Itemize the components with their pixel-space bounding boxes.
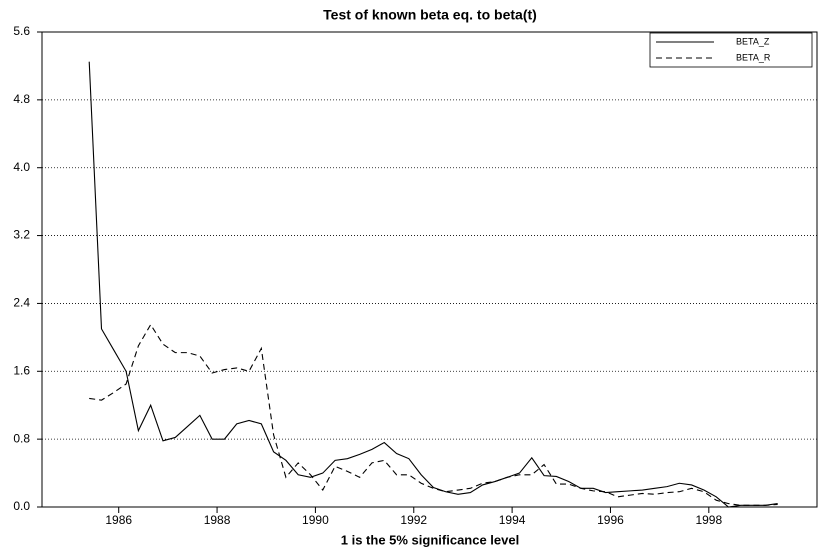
x-axis-label: 1 is the 5% significance level bbox=[341, 532, 519, 547]
y-tick-label: 4.0 bbox=[13, 160, 30, 174]
y-tick-label: 0.8 bbox=[13, 431, 30, 445]
x-tick-label: 1994 bbox=[499, 513, 526, 527]
y-tick-label: 0.0 bbox=[13, 499, 30, 513]
y-tick-label: 5.6 bbox=[13, 24, 30, 38]
series-line bbox=[88, 61, 778, 508]
legend-box bbox=[649, 32, 813, 68]
x-tick-label: 1996 bbox=[597, 513, 624, 527]
legend-label: BETA_R bbox=[736, 52, 771, 62]
legend-label: BETA_Z bbox=[736, 36, 770, 46]
x-tick-label: 1986 bbox=[105, 513, 132, 527]
x-tick-label: 1990 bbox=[302, 513, 329, 527]
y-tick-label: 3.2 bbox=[13, 228, 30, 242]
series-line bbox=[89, 323, 778, 506]
x-tick-label: 1998 bbox=[695, 513, 722, 527]
x-tick-label: 1992 bbox=[400, 513, 427, 527]
y-tick-label: 2.4 bbox=[13, 296, 30, 310]
x-tick-label: 1988 bbox=[204, 513, 231, 527]
y-tick-label: 4.8 bbox=[13, 92, 30, 106]
chart-title: Test of known beta eq. to beta(t) bbox=[323, 7, 537, 23]
plot-frame bbox=[41, 31, 818, 508]
y-tick-label: 1.6 bbox=[13, 363, 30, 377]
